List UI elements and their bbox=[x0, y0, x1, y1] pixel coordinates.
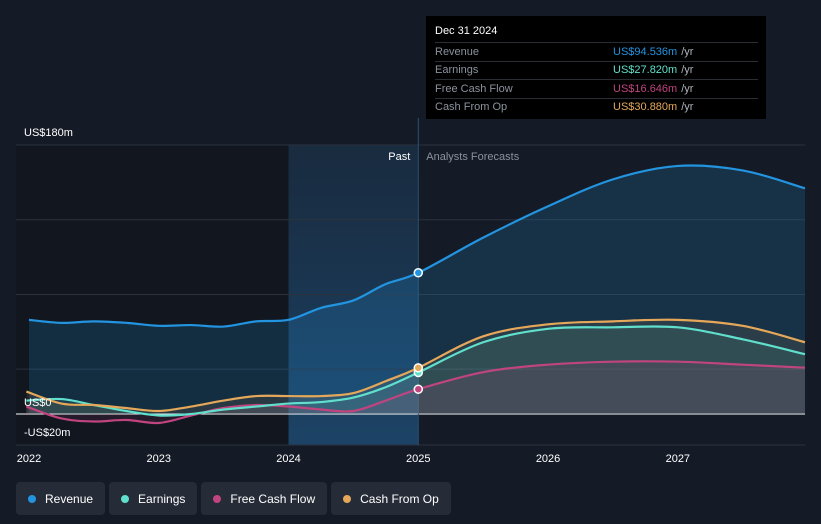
marker-cash-from-op bbox=[413, 363, 424, 373]
x-tick-label: 2027 bbox=[666, 453, 690, 465]
free-cash-flow-dot-icon bbox=[213, 494, 222, 503]
x-tick-label: 2022 bbox=[17, 453, 41, 465]
legend-item-earnings[interactable]: Earnings bbox=[109, 482, 198, 515]
line-free-cash-flow bbox=[26, 360, 806, 425]
legend: Revenue Earnings Free Cash Flow Cash Fro… bbox=[16, 482, 451, 515]
x-tick-label: 2026 bbox=[536, 453, 560, 465]
tooltip-label: Cash From Op bbox=[435, 101, 508, 114]
tooltip-unit: /yr bbox=[681, 64, 694, 77]
line-revenue bbox=[28, 164, 806, 328]
tooltip-date: Dec 31 2024 bbox=[435, 25, 498, 37]
past-region bbox=[16, 145, 289, 445]
legend-item-cash-from-op[interactable]: Cash From Op bbox=[331, 482, 451, 515]
tooltip-row-revenue: Revenue US$94.536m /yr bbox=[435, 42, 758, 61]
tooltip-row-earnings: Earnings US$27.820m /yr bbox=[435, 60, 758, 80]
legend-label: Free Cash Flow bbox=[230, 491, 316, 506]
legend-label: Cash From Op bbox=[360, 491, 439, 506]
tooltip-value: US$30.880m bbox=[613, 101, 678, 114]
tooltip-row-cash-from-op: Cash From Op US$30.880m /yr bbox=[435, 97, 758, 117]
tooltip-value: US$27.820m bbox=[613, 64, 678, 77]
tooltip-unit: /yr bbox=[681, 45, 694, 58]
area-earnings bbox=[26, 326, 805, 416]
revenue-dot-icon bbox=[28, 494, 36, 503]
x-tick-label: 2024 bbox=[276, 453, 300, 465]
tooltip-label: Earnings bbox=[435, 64, 479, 77]
legend-label: Earnings bbox=[138, 491, 186, 506]
line-cash-from-op bbox=[26, 318, 806, 413]
tooltip-unit: /yr bbox=[681, 82, 694, 95]
y-label-top: US$180m bbox=[24, 127, 73, 139]
marker-revenue bbox=[413, 268, 424, 278]
tooltip-value: US$16.646m bbox=[613, 82, 678, 95]
legend-item-revenue[interactable]: Revenue bbox=[16, 482, 106, 515]
tooltip-label: Free Cash Flow bbox=[435, 82, 513, 95]
area-cash-from-op bbox=[26, 319, 805, 414]
cash-from-op-dot-icon bbox=[343, 494, 352, 503]
past-label: Past bbox=[388, 151, 410, 163]
tooltip: Dec 31 2024 Revenue US$94.536m /yr Earni… bbox=[426, 16, 766, 119]
legend-item-free-cash-flow[interactable]: Free Cash Flow bbox=[201, 482, 328, 515]
line-earnings bbox=[26, 325, 806, 417]
y-label-zero: US$0 bbox=[24, 397, 52, 409]
chart-area: US$180m US$0 -US$20m Past Analysts Forecasts… bbox=[16, 118, 806, 465]
forecast-label: Analysts Forecasts bbox=[426, 151, 519, 163]
x-tick-label: 2025 bbox=[406, 453, 430, 465]
x-tick-label: 2023 bbox=[147, 453, 171, 465]
tooltip-row-free-cash-flow: Free Cash Flow US$16.646m /yr bbox=[435, 79, 758, 98]
marker-free-cash-flow bbox=[413, 384, 424, 394]
highlight-band bbox=[288, 145, 419, 445]
tooltip-value: US$94.536m bbox=[613, 45, 678, 58]
tooltip-label: Revenue bbox=[435, 45, 480, 58]
legend-label: Revenue bbox=[45, 491, 94, 506]
y-label-bottom: -US$20m bbox=[24, 427, 70, 439]
tooltip-unit: /yr bbox=[681, 101, 694, 114]
earnings-dot-icon bbox=[121, 494, 130, 503]
area-revenue bbox=[28, 165, 805, 414]
